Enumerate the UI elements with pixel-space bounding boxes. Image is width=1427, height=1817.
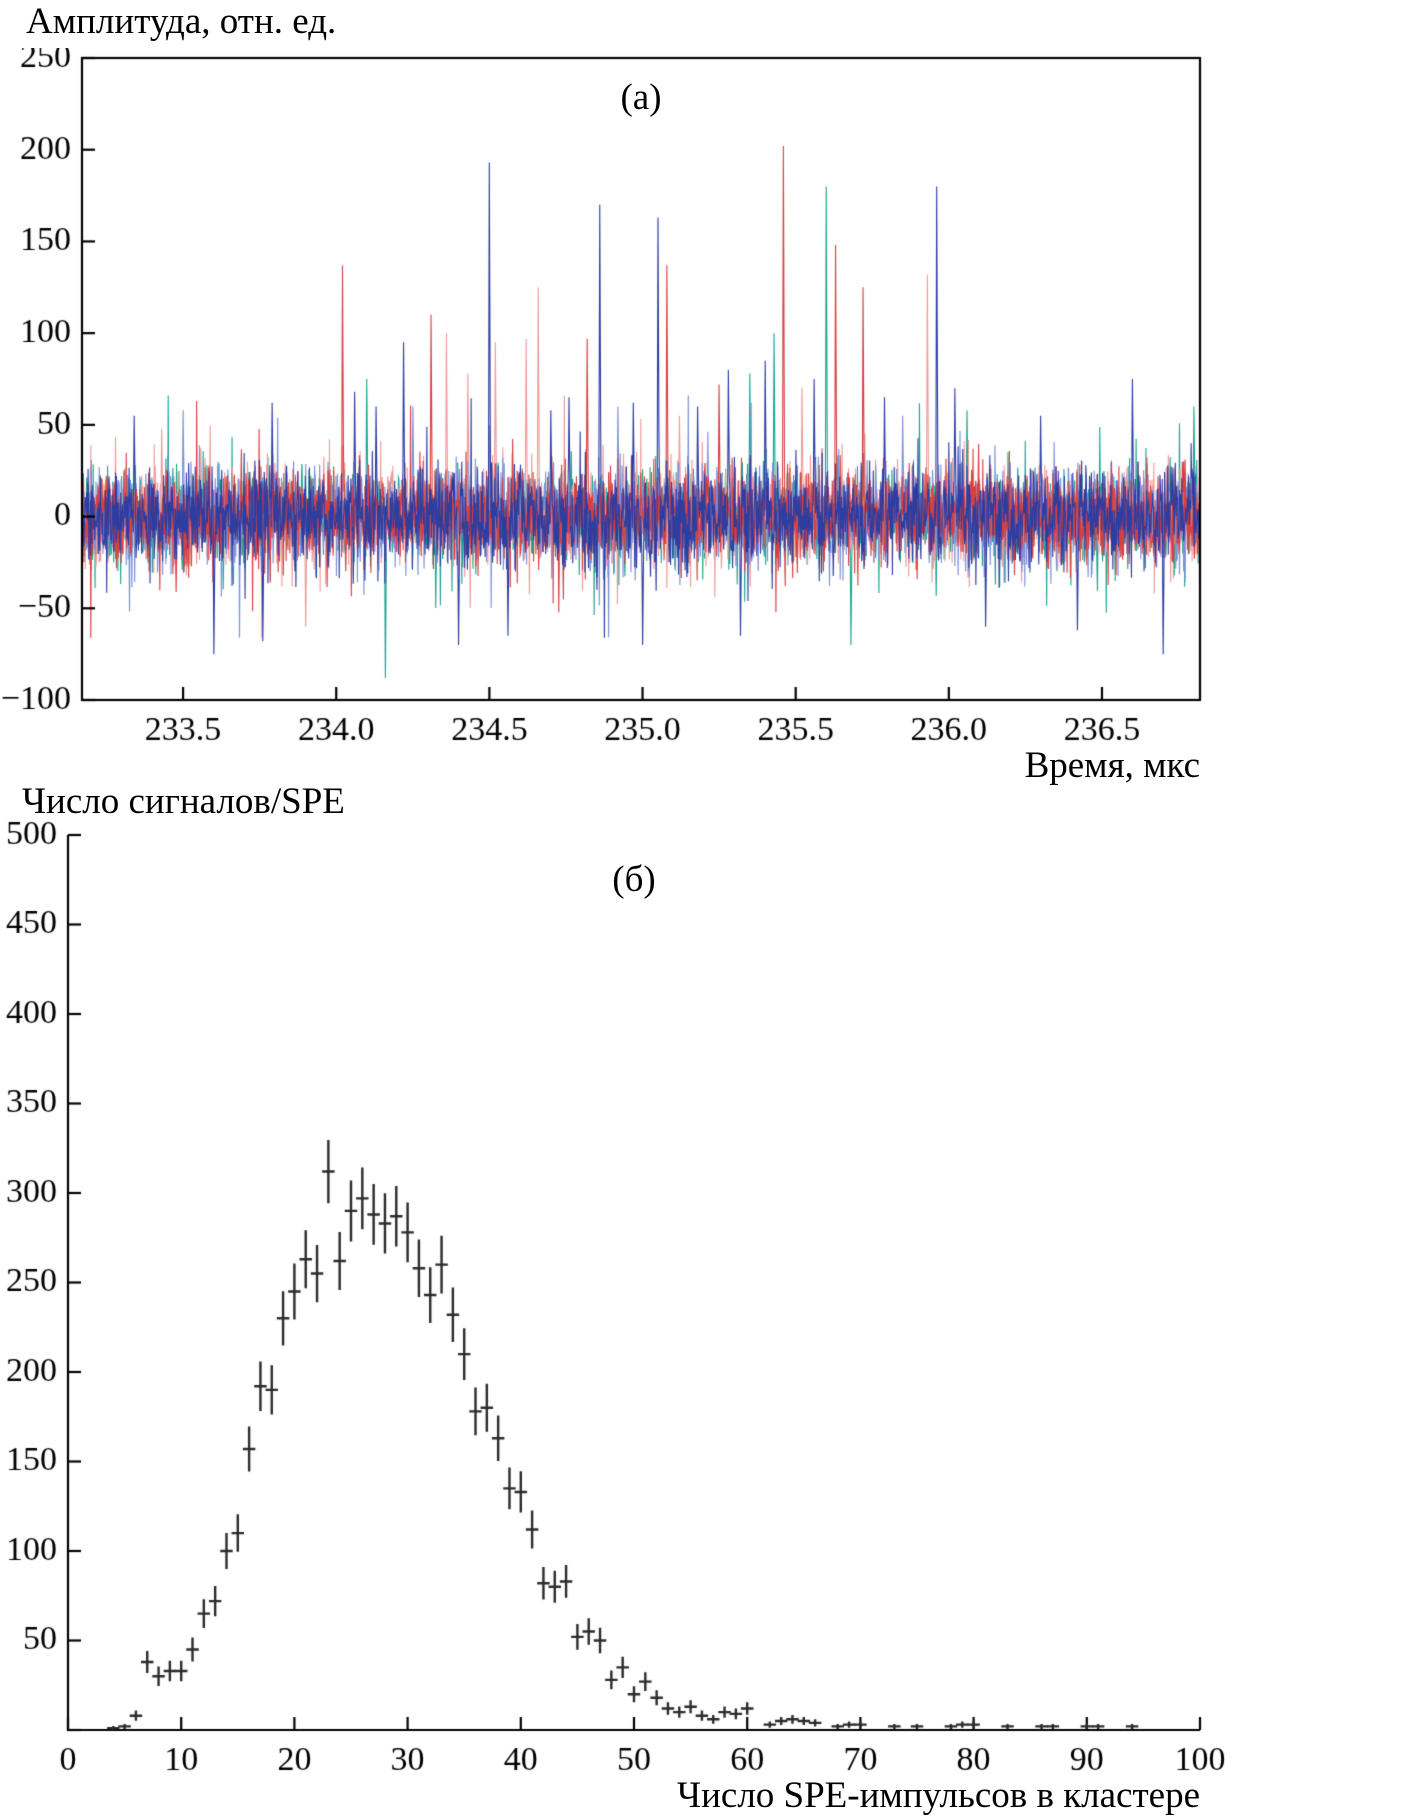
panel-b-y-axis-title: Число сигналов/SPE: [22, 781, 345, 822]
panel-a-x-axis-title: Время, мкс: [1024, 745, 1200, 786]
panel-a-label: (а): [620, 77, 662, 118]
panel-b-x-axis-title: Число SPE-импульсов в кластере: [677, 1775, 1200, 1816]
panel-a-y-axis-title: Амплитуда, отн. ед.: [26, 1, 337, 42]
panel-b-label: (б): [612, 859, 656, 900]
histogram-chart-canvas: [0, 818, 1427, 1788]
waveform-chart-canvas: [0, 48, 1427, 748]
